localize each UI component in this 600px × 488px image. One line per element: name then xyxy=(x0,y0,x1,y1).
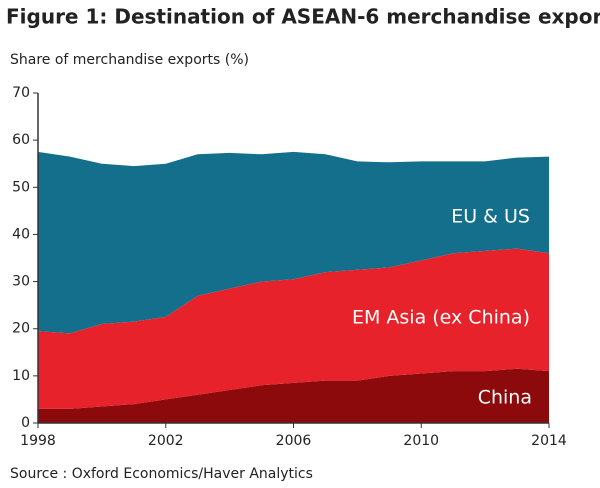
area xyxy=(38,151,549,334)
series-label: EU & US xyxy=(451,206,530,228)
x-tick-label: 1998 xyxy=(20,433,56,449)
series-label: China xyxy=(478,387,532,409)
series-label: EM Asia (ex China) xyxy=(352,307,530,329)
y-tick-label: 10 xyxy=(12,368,30,384)
y-tick-label: 0 xyxy=(21,415,30,431)
area xyxy=(38,248,549,409)
y-tick-label: 60 xyxy=(12,132,30,148)
chart-subtitle: Share of merchandise exports (%) xyxy=(10,52,249,68)
y-tick-label: 20 xyxy=(12,321,30,337)
source-note: Source : Oxford Economics/Haver Analytic… xyxy=(10,466,313,482)
plot-area: China EM Asia (ex China) EU & US 0 10 20 30 40 5… xyxy=(12,85,567,449)
x-tick-label: 2014 xyxy=(531,433,567,449)
area xyxy=(38,368,549,423)
y-tick-label: 70 xyxy=(12,85,30,101)
x-tick-label: 2010 xyxy=(403,433,439,449)
y-tick-label: 40 xyxy=(12,226,30,242)
chart-title: Figure 1: Destination of ASEAN-6 merchan… xyxy=(6,5,600,29)
x-tick-label: 2002 xyxy=(148,433,184,449)
y-tick-label: 30 xyxy=(12,274,30,290)
x-tick-label: 2006 xyxy=(276,433,312,449)
y-tick-label: 50 xyxy=(12,179,30,195)
